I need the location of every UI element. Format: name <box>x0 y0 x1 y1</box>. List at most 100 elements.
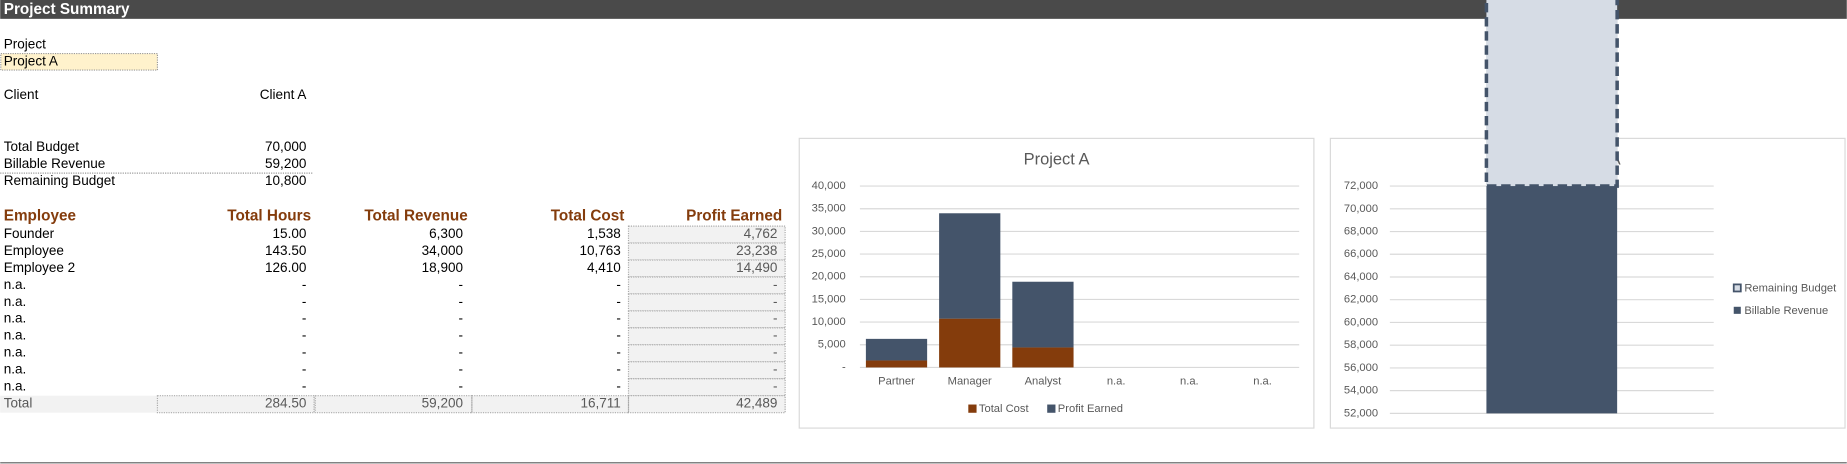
table-cell: 34,000 <box>422 243 463 258</box>
total-cell <box>627 395 786 414</box>
column-header: Profit Earned <box>686 208 782 225</box>
table-cell: 23,238 <box>736 243 777 258</box>
table-cell: - <box>302 294 307 309</box>
table-cell: 4,410 <box>587 260 621 275</box>
x-tick-label: Manager <box>948 376 992 388</box>
field-value: 10,800 <box>265 173 306 188</box>
legend-label: Remaining Budget <box>1744 282 1837 294</box>
table-cell: 4,762 <box>744 226 778 241</box>
bar-segment <box>939 213 1001 319</box>
bar-segment <box>865 360 928 368</box>
table-cell: 10,763 <box>579 243 620 258</box>
y-tick-label: 30,000 <box>812 225 846 237</box>
field-value: 70,000 <box>265 139 306 154</box>
table-cell: - <box>459 379 464 394</box>
input-cell[interactable] <box>0 52 159 71</box>
table-cell: 1,538 <box>587 226 621 241</box>
table-cell: - <box>459 362 464 377</box>
table-cell: n.a. <box>4 328 27 343</box>
table-cell: - <box>616 362 621 377</box>
field-label: Project <box>4 36 46 51</box>
bar-segment <box>865 338 928 361</box>
y-tick-label: 62,000 <box>1344 294 1378 306</box>
x-tick-label: Partner <box>878 376 915 388</box>
y-tick-label: 54,000 <box>1344 385 1378 397</box>
table-cell: - <box>773 277 778 292</box>
bar-segment <box>1012 281 1074 348</box>
total-cell <box>156 395 315 414</box>
chart-title: Project A <box>1024 151 1090 169</box>
x-tick-label: Analyst <box>1025 376 1063 388</box>
total-row <box>0 395 786 413</box>
table-cell: - <box>302 362 307 377</box>
table-cell: 143.50 <box>265 243 306 258</box>
table-cell: n.a. <box>4 362 27 377</box>
field-label: Billable Revenue <box>4 156 106 171</box>
table-cell: - <box>459 294 464 309</box>
table-cell: - <box>302 277 307 292</box>
table-cell: - <box>616 311 621 326</box>
table-cell: Employee <box>4 243 64 258</box>
table-cell: - <box>459 311 464 326</box>
table-cell: - <box>302 379 307 394</box>
legend-swatch <box>1047 404 1056 413</box>
table-cell: - <box>302 328 307 343</box>
table-cell: Founder <box>4 226 55 241</box>
y-tick-label: 20,000 <box>812 271 846 283</box>
profit-cell <box>627 361 786 380</box>
profit-cell <box>627 327 786 346</box>
x-tick-label: n.a. <box>1107 376 1126 388</box>
table-cell: 15.00 <box>273 226 307 241</box>
legend-label: Billable Revenue <box>1744 305 1828 317</box>
profit-cell <box>627 378 786 397</box>
field-label: Remaining Budget <box>4 173 116 188</box>
table-cell: - <box>616 379 621 394</box>
table-cell: - <box>302 345 307 360</box>
bar-segment <box>1484 0 1619 188</box>
table-cell: Employee 2 <box>4 260 75 275</box>
table-cell: 14,490 <box>736 260 777 275</box>
y-tick-label: 15,000 <box>812 293 846 305</box>
y-tick-label: 40,000 <box>812 180 846 192</box>
table-cell: n.a. <box>4 311 27 326</box>
y-tick-label: 68,000 <box>1344 225 1378 237</box>
legend-label: Profit Earned <box>1058 403 1123 415</box>
table-cell: 126.00 <box>265 260 306 275</box>
profit-cell <box>627 344 786 363</box>
table-cell: - <box>616 277 621 292</box>
table-cell: n.a. <box>4 277 27 292</box>
table-cell: - <box>616 328 621 343</box>
field-value: Project A <box>4 53 58 68</box>
table-cell: - <box>616 294 621 309</box>
y-tick-label: - <box>842 361 846 373</box>
y-tick-label: 60,000 <box>1344 316 1378 328</box>
bar-segment <box>939 318 1001 368</box>
profit-cell <box>627 242 786 261</box>
table-cell: - <box>459 328 464 343</box>
legend-swatch <box>968 404 977 413</box>
table-cell: 6,300 <box>429 226 463 241</box>
total-cell-text: 42,489 <box>736 396 777 411</box>
table-cell: n.a. <box>4 294 27 309</box>
field-value: 59,200 <box>265 156 306 171</box>
legend-swatch <box>1732 283 1742 293</box>
table-cell: - <box>773 362 778 377</box>
table-cell: - <box>773 345 778 360</box>
total-cell-text: 284.50 <box>265 396 306 411</box>
profit-cell <box>627 276 786 295</box>
profit-cell <box>627 259 786 278</box>
field-label: Client <box>4 87 39 102</box>
y-tick-label: 52,000 <box>1344 407 1378 419</box>
field-label: Total Budget <box>4 139 79 154</box>
table-cell: - <box>773 311 778 326</box>
total-cell-text: 16,711 <box>580 396 620 411</box>
table-cell: - <box>773 328 778 343</box>
y-tick-label: 64,000 <box>1344 271 1378 283</box>
total-cell <box>471 395 630 414</box>
table-cell: 18,900 <box>422 260 463 275</box>
table-cell: - <box>302 311 307 326</box>
y-tick-label: 70,000 <box>1344 203 1378 215</box>
table-cell: - <box>459 345 464 360</box>
y-tick-label: 66,000 <box>1344 248 1378 260</box>
